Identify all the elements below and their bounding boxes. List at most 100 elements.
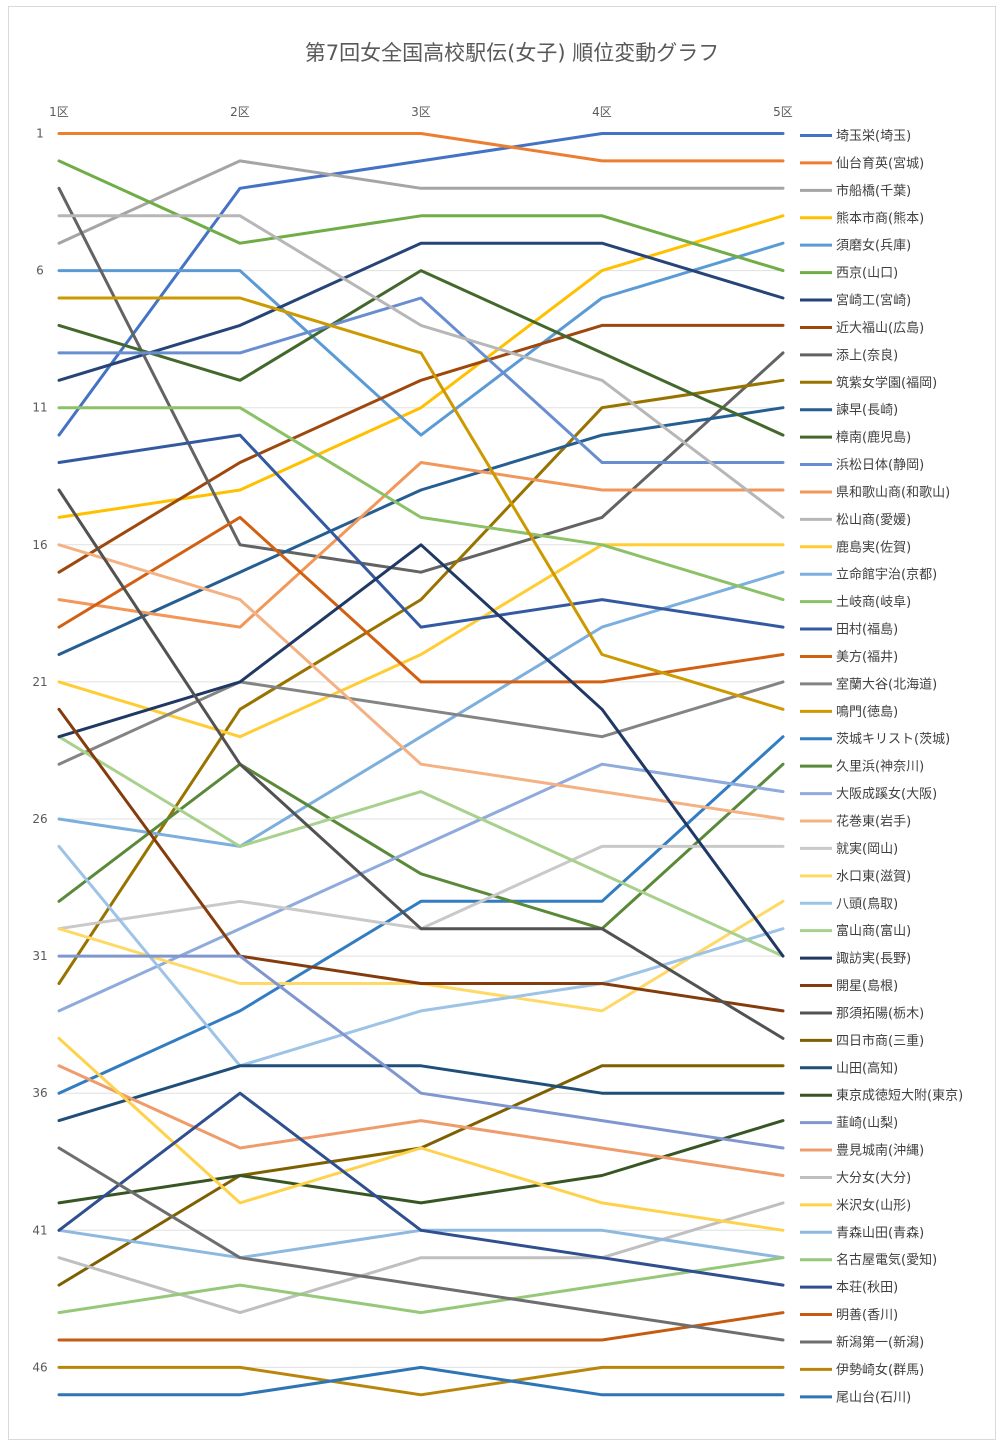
x-tick-label: 2区 [230, 105, 250, 119]
legend-label: 四日市商(三重) [836, 1033, 924, 1049]
series-line [57, 159, 785, 245]
series-line [57, 433, 785, 629]
series-line [57, 1036, 785, 1232]
chart-frame [8, 6, 996, 1440]
legend-label: 豊見城南(沖縄) [836, 1143, 924, 1159]
y-tick-label: 6 [36, 264, 44, 278]
y-tick-label: 21 [32, 675, 47, 689]
y-tick-label: 46 [32, 1360, 47, 1374]
series-line [57, 1146, 785, 1342]
series-line [57, 214, 785, 519]
series-line [57, 488, 785, 1040]
series-line [57, 214, 785, 519]
legend-label: 鹿島実(佐賀) [836, 539, 911, 555]
legend-label: 尾山台(石川) [836, 1390, 911, 1405]
legend-label: 諫早(長崎) [836, 402, 898, 418]
legend-label: 浜松日体(静岡) [836, 458, 924, 473]
y-tick-label: 16 [32, 538, 47, 552]
legend-label: 室蘭大谷(北海道) [836, 676, 937, 692]
legend-label: 水口東(滋賀) [836, 868, 911, 884]
legend-label: 名古屋電気(愛知) [836, 1252, 937, 1268]
legend-label: 美方(福井) [836, 649, 898, 665]
y-tick-label: 26 [32, 812, 47, 826]
series-line [57, 543, 785, 821]
series-line [57, 241, 785, 437]
legend-label: 田村(福島) [836, 623, 898, 638]
series-line [57, 543, 785, 739]
series-line [57, 954, 785, 1150]
y-tick-label: 31 [32, 949, 47, 963]
x-tick-label: 1区 [49, 105, 69, 119]
y-tick-label: 41 [32, 1223, 47, 1237]
legend-label: 那須拓陽(栃木) [836, 1006, 924, 1021]
series-line [57, 543, 785, 958]
legend-label: 大阪成蹊女(大阪) [836, 786, 937, 802]
y-tick-label: 11 [32, 401, 47, 415]
y-tick-label: 36 [32, 1086, 47, 1100]
legend-label: 鳴門(徳島) [836, 705, 898, 720]
chart-title: 第7回女全国高校駅伝(女子) 順位変動グラフ [305, 41, 719, 65]
legend: 埼玉栄(埼玉) 仙台育英(宮城) 市船橋(千葉) 熊本市商(熊本) 須磨女(兵庫) 西京(… [800, 129, 963, 1405]
series-line [57, 378, 785, 985]
y-tick-label: 1 [36, 127, 44, 141]
series-line [57, 1091, 785, 1287]
legend-label: 熊本市商(熊本) [836, 210, 924, 226]
series-line [57, 461, 785, 629]
legend-label: 伊勢崎女(群馬) [836, 1362, 924, 1378]
series-line [57, 1311, 785, 1342]
legend-label: 樟南(鹿児島) [836, 430, 911, 446]
legend-label: 土岐商(岐阜) [836, 594, 911, 610]
series-line [57, 296, 785, 711]
legend-label: 明善(香川) [836, 1307, 898, 1323]
legend-label: 埼玉栄(埼玉) [836, 129, 911, 144]
series-line [57, 132, 785, 163]
series-lines [57, 132, 785, 1397]
legend-label: 東京成徳短大附(東京) [836, 1088, 963, 1104]
legend-label: 諏訪実(長野) [836, 951, 911, 967]
series-line [57, 241, 785, 382]
series-line [57, 1064, 785, 1177]
legend-label: 市船橋(千葉) [836, 183, 911, 199]
legend-label: 須磨女(兵庫) [836, 238, 911, 254]
legend-label: 八頭(鳥取) [836, 897, 898, 912]
series-line [57, 707, 785, 1013]
series-line [57, 735, 785, 958]
legend-label: 富山商(富山) [836, 923, 911, 939]
series-line [57, 406, 785, 602]
legend-label: 宮崎工(宮崎) [836, 293, 911, 309]
x-tick-label: 4区 [592, 105, 612, 119]
series-line [57, 132, 785, 437]
series-line [57, 1365, 785, 1397]
legend-label: 開星(島根) [836, 979, 898, 994]
legend-label: 西京(山口) [836, 266, 898, 281]
x-tick-label: 5区 [773, 105, 793, 119]
series-line [57, 296, 785, 464]
legend-label: 筑紫女学園(福岡) [836, 375, 937, 391]
legend-label: 山田(高知) [836, 1060, 898, 1076]
legend-label: 仙台育英(宮城) [836, 155, 924, 171]
legend-label: 近大福山(広島) [836, 321, 924, 336]
legend-label: 立命館宇治(京都) [836, 567, 937, 583]
series-line [57, 269, 785, 437]
legend-label: 花巻東(岩手) [836, 814, 911, 830]
x-tick-label: 3区 [411, 105, 431, 119]
legend-label: 本荘(秋田) [836, 1281, 898, 1296]
series-line [57, 323, 785, 574]
series-line [57, 1064, 785, 1123]
legend-label: 米沢女(山形) [836, 1197, 911, 1213]
legend-label: 茨城キリスト(茨城) [836, 732, 950, 747]
series-line [57, 1064, 785, 1287]
legend-label: 県和歌山商(和歌山) [836, 485, 950, 500]
series-line [57, 1256, 785, 1315]
legend-label: 新潟第一(新潟) [836, 1334, 924, 1350]
legend-label: 大分女(大分) [836, 1170, 911, 1186]
legend-label: 青森山田(青森) [836, 1226, 924, 1241]
legend-label: 添上(奈良) [836, 347, 898, 363]
series-line [57, 680, 785, 766]
legend-label: 就実(岡山) [836, 841, 898, 857]
legend-label: 韮崎(山梨) [836, 1116, 898, 1131]
legend-label: 松山商(愛媛) [836, 513, 911, 528]
series-line [57, 1365, 785, 1397]
